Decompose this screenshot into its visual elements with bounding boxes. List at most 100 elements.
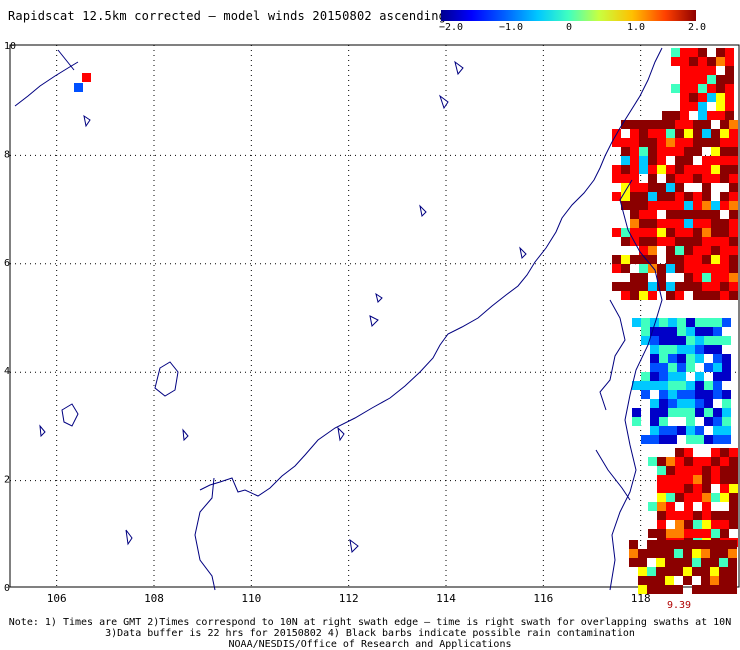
swath-cell: [630, 219, 639, 228]
swath-cell: [720, 529, 729, 538]
swath-cell: [677, 372, 686, 381]
swath-cell: [659, 381, 668, 390]
swath-cell: [657, 165, 666, 174]
island: [337, 426, 345, 442]
swath-cell: [82, 73, 91, 82]
swath-cell: [686, 318, 695, 327]
swath-cell: [729, 219, 738, 228]
swath-cell: [695, 336, 704, 345]
swath-cell: [684, 237, 693, 246]
swath-cell: [711, 511, 720, 520]
swath-cell: [648, 138, 657, 147]
swath-cell: [702, 120, 711, 129]
swath-cell: [704, 381, 713, 390]
swath-cell: [641, 381, 650, 390]
swath-cell: [639, 129, 648, 138]
swath-cell: [698, 102, 707, 111]
swath-cell: [720, 466, 729, 475]
swath-cell: [639, 255, 648, 264]
swath-cell: [707, 57, 716, 66]
swath-cell: [648, 210, 657, 219]
swath-cell: [710, 585, 719, 594]
note-line-2: 3)Data buffer is 22 hrs for 20150802 4) …: [105, 628, 635, 639]
swath-cell: [729, 165, 738, 174]
swath-cell: [684, 484, 693, 493]
swath-cell: [702, 282, 711, 291]
swath-cell: [612, 192, 621, 201]
swath-cell: [704, 318, 713, 327]
swath-cell: [671, 111, 680, 120]
swath-cell: [648, 529, 657, 538]
swath-cell: [729, 174, 738, 183]
swath-cell: [650, 408, 659, 417]
swath-cell: [702, 192, 711, 201]
swath-cell: [693, 291, 702, 300]
swath-cell: [641, 372, 650, 381]
swath-cell: [692, 585, 701, 594]
swath-cell: [621, 147, 630, 156]
swath-cell: [701, 549, 710, 558]
island: [57, 49, 75, 71]
swath-cell: [648, 228, 657, 237]
map-frame: [9, 44, 740, 588]
swath-cell: [666, 529, 675, 538]
swath-cell: [668, 318, 677, 327]
swath-cell: [668, 327, 677, 336]
swath-cell: [722, 363, 731, 372]
swath-cell: [725, 75, 734, 84]
note-line-3: NOAA/NESDIS/Office of Research and Appli…: [228, 639, 512, 650]
swath-cell: [711, 228, 720, 237]
swath-cell: [632, 381, 641, 390]
swath-cell: [684, 273, 693, 282]
swath-cell: [657, 183, 666, 192]
swath-cell: [729, 502, 738, 511]
swath-cell: [657, 484, 666, 493]
swath-cell: [729, 183, 738, 192]
swath-cell: [666, 484, 675, 493]
swath-cell: [677, 345, 686, 354]
swath-cell: [720, 520, 729, 529]
swath-cell: [684, 529, 693, 538]
swath-cell: [684, 219, 693, 228]
swath-cell: [689, 93, 698, 102]
swath-cell: [621, 264, 630, 273]
swath-cell: [630, 201, 639, 210]
swath-cell: [713, 417, 722, 426]
swath-cell: [684, 138, 693, 147]
swath-cell: [720, 219, 729, 228]
swath-cell: [657, 237, 666, 246]
swath-cell: [711, 493, 720, 502]
swath-cell: [668, 426, 677, 435]
swath-cell: [728, 540, 737, 549]
swath-cell: [630, 120, 639, 129]
swath-cell: [675, 457, 684, 466]
swath-cell: [719, 549, 728, 558]
colorbar: [441, 10, 696, 21]
swath-cell: [612, 264, 621, 273]
swath-cell: [729, 520, 738, 529]
swath-cell: [707, 84, 716, 93]
swath-cell: [675, 237, 684, 246]
colorbar-tick: 2.0: [687, 22, 707, 33]
swath-cell: [668, 354, 677, 363]
swath-cell: [657, 120, 666, 129]
swath-cell: [675, 255, 684, 264]
longitude-label: 114: [436, 592, 456, 605]
swath-cell: [674, 540, 683, 549]
swath-cell: [693, 457, 702, 466]
swath-cell: [641, 336, 650, 345]
swath-cell: [702, 255, 711, 264]
swath-cell: [680, 75, 689, 84]
swath-cell: [684, 246, 693, 255]
colorbar-tick: 1.0: [626, 22, 646, 33]
swath-cell: [707, 111, 716, 120]
swath-cell: [659, 354, 668, 363]
swath-cell: [639, 291, 648, 300]
swath-cell: [720, 174, 729, 183]
swath-cell: [711, 255, 720, 264]
swath-cell: [648, 192, 657, 201]
swath-cell: [719, 567, 728, 576]
swath-cell: [702, 156, 711, 165]
swath-cell: [684, 475, 693, 484]
swath-cell: [648, 219, 657, 228]
